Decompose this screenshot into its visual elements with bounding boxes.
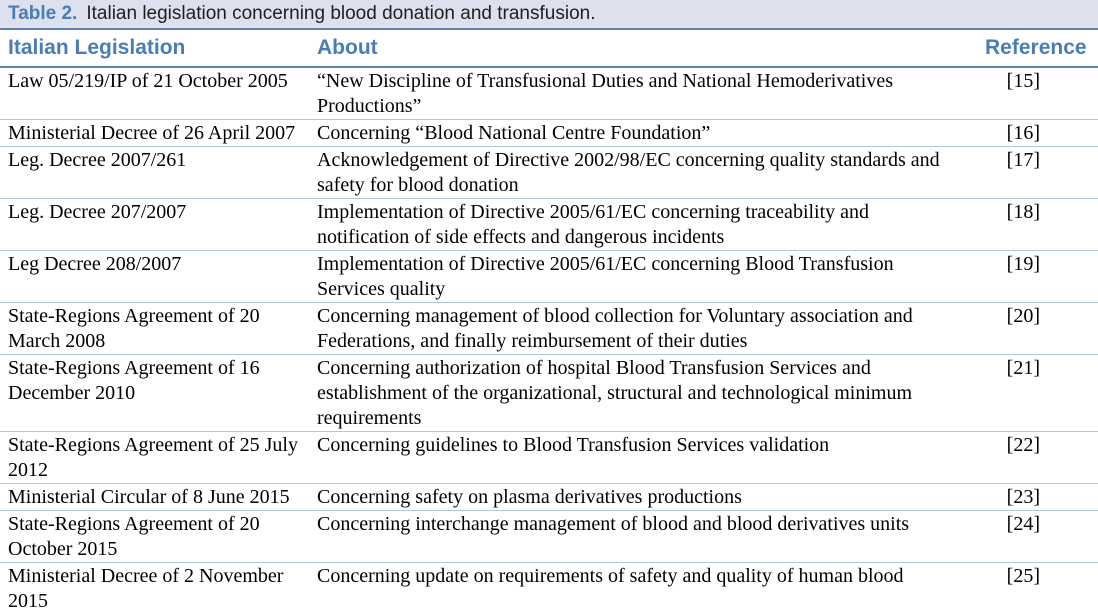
legislation-cell: Leg Decree 208/2007: [0, 250, 316, 303]
about-cell: Concerning update on requirements of saf…: [316, 562, 984, 609]
table-row: Law 05/219/IP of 21 October 2005 “New Dis…: [0, 67, 1098, 120]
legislation-cell: Leg. Decree 2007/261: [0, 146, 316, 199]
about-cell: Concerning safety on plasma derivatives …: [316, 483, 984, 511]
table-row: State-Regions Agreement of 16 December 2…: [0, 354, 1098, 432]
reference-cell: [24]: [984, 510, 1098, 563]
about-cell: Acknowledgement of Directive 2002/98/EC …: [316, 146, 984, 199]
about-cell: Implementation of Directive 2005/61/EC c…: [316, 198, 984, 251]
reference-cell: [25]: [984, 562, 1098, 609]
table-row: Leg. Decree 2007/261 Acknowledgement of D…: [0, 146, 1098, 199]
legislation-table: Italian Legislation About Reference Law …: [0, 30, 1098, 609]
reference-cell: [21]: [984, 354, 1098, 432]
table-row: State-Regions Agreement of 20 October 20…: [0, 510, 1098, 563]
about-cell: Concerning “Blood National Centre Founda…: [316, 119, 984, 147]
reference-cell: [15]: [984, 67, 1098, 120]
legislation-cell: Law 05/219/IP of 21 October 2005: [0, 67, 316, 120]
reference-cell: [18]: [984, 198, 1098, 251]
about-cell: Concerning guidelines to Blood Transfusi…: [316, 431, 984, 484]
reference-cell: [23]: [984, 483, 1098, 511]
about-cell: Implementation of Directive 2005/61/EC c…: [316, 250, 984, 303]
column-header-about: About: [316, 30, 984, 68]
table-row: State-Regions Agreement of 20 March 2008…: [0, 302, 1098, 355]
legislation-cell: Ministerial Decree of 26 April 2007: [0, 119, 316, 147]
table-row: Ministerial Decree of 26 April 2007 Conce…: [0, 119, 1098, 147]
legislation-cell: Ministerial Circular of 8 June 2015: [0, 483, 316, 511]
table-row: State-Regions Agreement of 25 July 2012 C…: [0, 431, 1098, 484]
legislation-cell: State-Regions Agreement of 16 December 2…: [0, 354, 316, 432]
table-row: Leg. Decree 207/2007 Implementation of Di…: [0, 198, 1098, 251]
about-cell: Concerning management of blood collectio…: [316, 302, 984, 355]
table-row: Leg Decree 208/2007 Implementation of Dir…: [0, 250, 1098, 303]
table-body: Law 05/219/IP of 21 October 2005 “New Dis…: [0, 67, 1098, 609]
table-row: Ministerial Decree of 2 November 2015 Con…: [0, 562, 1098, 609]
legislation-cell: State-Regions Agreement of 20 March 2008: [0, 302, 316, 355]
about-cell: “New Discipline of Transfusional Duties …: [316, 67, 984, 120]
column-header-legislation: Italian Legislation: [0, 30, 316, 68]
about-cell: Concerning authorization of hospital Blo…: [316, 354, 984, 432]
legislation-cell: Leg. Decree 207/2007: [0, 198, 316, 251]
about-cell: Concerning interchange management of blo…: [316, 510, 984, 563]
table-caption-bar: Table 2. Italian legislation concerning …: [0, 0, 1098, 30]
reference-cell: [20]: [984, 302, 1098, 355]
reference-cell: [19]: [984, 250, 1098, 303]
legislation-cell: Ministerial Decree of 2 November 2015: [0, 562, 316, 609]
table-row: Ministerial Circular of 8 June 2015 Conce…: [0, 483, 1098, 511]
column-header-reference: Reference: [984, 30, 1098, 68]
table-caption-text: Italian legislation concerning blood don…: [86, 3, 596, 24]
table-header-row: Italian Legislation About Reference: [0, 30, 1098, 68]
legislation-cell: State-Regions Agreement of 20 October 20…: [0, 510, 316, 563]
legislation-cell: State-Regions Agreement of 25 July 2012: [0, 431, 316, 484]
table-caption-label: Table 2.: [8, 3, 78, 24]
reference-cell: [22]: [984, 431, 1098, 484]
reference-cell: [16]: [984, 119, 1098, 147]
reference-cell: [17]: [984, 146, 1098, 199]
